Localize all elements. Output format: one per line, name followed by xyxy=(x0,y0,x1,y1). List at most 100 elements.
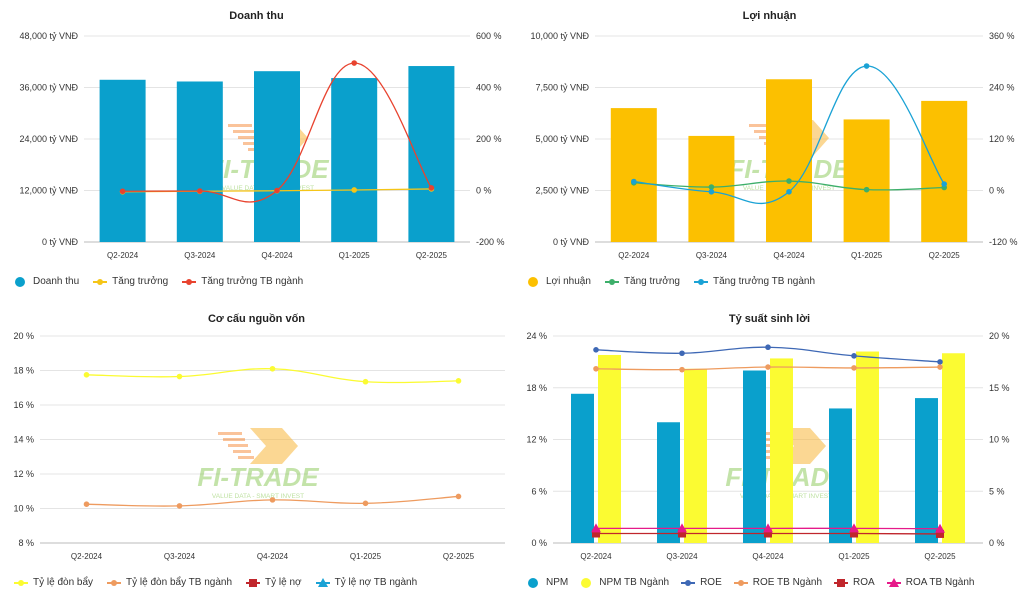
bar-npm xyxy=(571,393,594,543)
legend-label: ROA TB Ngành xyxy=(905,577,975,588)
y-tick-label: 6 % xyxy=(531,486,547,496)
legend-swatch-icon xyxy=(182,277,197,287)
legend-swatch-icon xyxy=(14,578,28,588)
capital-structure-legend: Tỷ lệ đòn bẩy Tỷ lệ đòn bẩy TB ngành Tỷ … xyxy=(14,577,507,588)
x-tick-label: Q2-2024 xyxy=(107,251,139,260)
y-tick-label: 12,000 tỷ VNĐ xyxy=(19,186,78,196)
legend-item-roe[interactable]: ROE xyxy=(681,577,722,588)
legend-label: ROE TB Ngành xyxy=(752,577,823,588)
logo-stripe-icon xyxy=(238,136,258,139)
data-point-marker xyxy=(849,523,859,533)
logo-stripe-icon xyxy=(749,124,773,127)
legend-item-industry-debt-ratio[interactable]: Tỷ lệ nợ TB ngành xyxy=(315,577,418,588)
legend-item-profit[interactable]: Lợi nhuận xyxy=(527,276,591,287)
y2-tick-label: 120 % xyxy=(989,134,1015,144)
data-point-marker xyxy=(677,523,687,533)
legend-label: Tăng trưởng xyxy=(623,276,680,287)
data-point-marker xyxy=(593,365,599,372)
legend-swatch-icon xyxy=(886,577,901,588)
legend-item-npm-industry[interactable]: NPM TB Ngành xyxy=(580,577,669,588)
legend-item-npm[interactable]: NPM xyxy=(527,577,568,588)
legend-label: Tỷ lệ đòn bẩy xyxy=(33,577,94,588)
data-point-marker xyxy=(428,185,435,191)
legend-item-roe-industry[interactable]: ROE TB Ngành xyxy=(733,577,823,588)
x-tick-label: Q1-2025 xyxy=(350,552,382,561)
data-point-marker xyxy=(851,353,857,359)
legend-item-debt-ratio[interactable]: Tỷ lệ nợ xyxy=(246,577,302,588)
logo-stripe-icon xyxy=(238,456,254,459)
data-point-marker xyxy=(455,493,462,500)
data-point-marker xyxy=(765,364,771,370)
legend-item-leverage[interactable]: Tỷ lệ đòn bẩy xyxy=(14,577,93,588)
data-point-marker xyxy=(83,501,90,507)
x-tick-label: Q3-2024 xyxy=(666,552,698,561)
bar-npm-tb-ngành xyxy=(770,358,793,543)
y2-tick-label: 20 % xyxy=(989,331,1010,341)
revenue-chart-panel: Doanh thu 0 tỷ VNĐ 12,000 tỷ VNĐ 24,000 tỷ… xyxy=(0,0,513,302)
legend-swatch-icon xyxy=(527,577,541,588)
data-point-marker xyxy=(763,523,773,533)
data-point-marker xyxy=(592,529,600,538)
bar-npm xyxy=(657,422,680,543)
x-tick-label: Q3-2024 xyxy=(164,552,196,561)
x-tick-label: Q4-2024 xyxy=(257,552,289,561)
bar-npm xyxy=(743,370,766,543)
profit-chart-title: Lợi nhuận xyxy=(742,10,797,22)
bar-doanh-thu xyxy=(254,71,300,242)
legend-swatch-icon xyxy=(681,578,696,588)
data-point-marker xyxy=(176,373,183,380)
y-tick-label: 48,000 tỷ VNĐ xyxy=(19,31,78,41)
logo-stripe-icon xyxy=(228,124,252,127)
data-point-marker xyxy=(351,187,358,193)
legend-item-roa-industry[interactable]: ROA TB Ngành xyxy=(886,577,975,588)
y-tick-label: 18 % xyxy=(13,366,34,376)
x-tick-label: Q2-2025 xyxy=(416,251,448,260)
data-point-marker xyxy=(455,378,462,384)
y-tick-label: 24 % xyxy=(526,331,547,341)
y2-tick-label: 360 % xyxy=(989,31,1015,41)
x-tick-label: Q2-2025 xyxy=(929,251,961,260)
bar-lợi-nhuận xyxy=(766,79,812,242)
data-point-marker xyxy=(941,181,947,187)
bar-npm-tb-ngành xyxy=(598,354,621,543)
legend-item-revenue[interactable]: Doanh thu xyxy=(14,276,79,287)
x-tick-label: Q1-2025 xyxy=(851,251,883,260)
y2-tick-label: 600 % xyxy=(476,31,502,41)
legend-label: Tỷ lệ nợ TB ngành xyxy=(334,577,418,588)
revenue-chart-svg: 0 tỷ VNĐ 12,000 tỷ VNĐ 24,000 tỷ VNĐ 36,000… xyxy=(19,31,504,260)
x-tick-label: Q3-2024 xyxy=(696,251,728,260)
logo-stripe-icon xyxy=(218,432,242,435)
x-tick-label: Q1-2025 xyxy=(838,552,870,561)
x-tick-label: Q2-2024 xyxy=(580,552,612,561)
legend-item-growth[interactable]: Tăng trưởng xyxy=(604,276,680,287)
legend-item-industry-leverage[interactable]: Tỷ lệ đòn bẩy TB ngành xyxy=(107,577,232,588)
y2-tick-label: 10 % xyxy=(989,435,1010,445)
capital-structure-svg: 8 % 10 % 12 % 14 % 16 % 18 % 20 % Q2-2024 Q3-202… xyxy=(13,331,505,561)
legend-swatch-icon xyxy=(93,277,108,287)
data-point-marker xyxy=(269,497,276,503)
legend-item-industry-growth[interactable]: Tăng trưởng TB ngành xyxy=(694,276,815,287)
legend-item-roa[interactable]: ROA xyxy=(834,577,875,588)
legend-label: Tỷ lệ nợ xyxy=(265,577,302,588)
y-tick-label: 10,000 tỷ VNĐ xyxy=(530,31,589,41)
logo-stripe-icon xyxy=(228,444,248,447)
y2-tick-label: 0 % xyxy=(989,538,1005,548)
legend-item-industry-growth[interactable]: Tăng trưởng TB ngành xyxy=(182,276,303,287)
y-tick-label: 12 % xyxy=(13,469,34,479)
y2-tick-label: 240 % xyxy=(989,83,1015,93)
legend-item-growth[interactable]: Tăng trưởng xyxy=(93,276,168,287)
data-point-marker xyxy=(679,350,685,357)
x-tick-label: Q4-2024 xyxy=(773,251,805,260)
y-tick-label: 8 % xyxy=(18,538,34,548)
data-point-marker xyxy=(786,178,792,184)
profit-legend: Lợi nhuận Tăng trưởng Tăng trưởng TB ngà… xyxy=(527,276,1020,287)
y2-tick-label: 0 % xyxy=(989,186,1005,196)
bar-lợi-nhuận xyxy=(610,108,657,242)
bar-npm-tb-ngành xyxy=(856,351,879,543)
x-tick-label: Q4-2024 xyxy=(261,251,293,260)
data-point-marker xyxy=(863,63,870,69)
y-tick-label: 36,000 tỷ VNĐ xyxy=(19,83,78,93)
bar-doanh-thu xyxy=(176,81,223,242)
data-point-marker xyxy=(631,178,637,185)
x-tick-label: Q3-2024 xyxy=(184,251,216,260)
